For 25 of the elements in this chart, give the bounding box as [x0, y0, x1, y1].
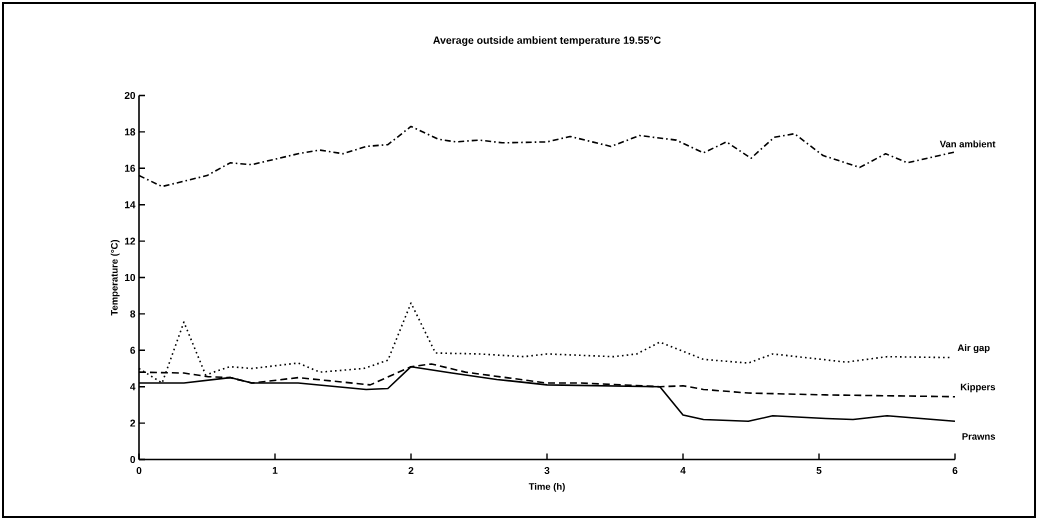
x-tick-label: 3	[544, 467, 550, 475]
y-tick-label: 12	[125, 237, 136, 245]
y-tick-label: 14	[125, 201, 136, 209]
y-tick-label: 18	[125, 128, 136, 136]
chart-title: Average outside ambient temperature 19.55°C	[433, 36, 661, 46]
y-tick-label: 10	[125, 273, 136, 282]
x-tick-label: 2	[408, 467, 414, 474]
series-label: Kippers	[960, 383, 996, 393]
x-tick-label: 0	[136, 467, 142, 475]
series-label: Van ambient	[939, 140, 996, 148]
y-tick-label: 4	[130, 383, 136, 391]
series-label: Air gap	[957, 344, 990, 354]
y-tick-label: 6	[130, 346, 136, 354]
x-tick-label: 6	[952, 467, 958, 475]
x-tick-label: 5	[816, 467, 822, 474]
series-label: Prawns	[962, 433, 996, 440]
y-tick-label: 8	[130, 310, 136, 318]
y-tick-label: 2	[130, 419, 136, 427]
y-tick-label: 16	[125, 164, 136, 172]
y-tick-label: 0	[130, 455, 136, 464]
y-axis-title: Temperature (°C)	[110, 239, 120, 316]
x-axis-title: Time (h)	[528, 482, 565, 492]
x-tick-label: 1	[272, 467, 278, 474]
x-tick-label: 4	[680, 467, 686, 474]
y-tick-label: 20	[124, 91, 136, 100]
